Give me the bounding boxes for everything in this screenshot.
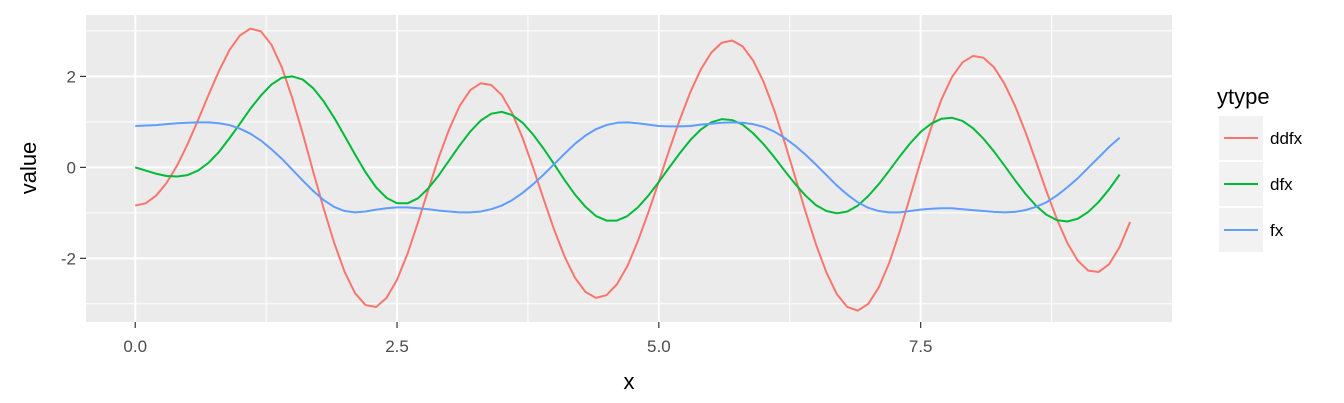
y-tick-label: -2 (61, 249, 76, 268)
x-tick-label: 5.0 (647, 337, 671, 356)
legend-label: fx (1270, 221, 1284, 240)
y-tick-label: 2 (67, 67, 76, 86)
y-tick-label: 0 (67, 158, 76, 177)
y-axis-title: value (16, 142, 41, 195)
series-line-dfx (134, 75, 1121, 223)
plot-panel (86, 15, 1172, 322)
legend-label: dfx (1270, 175, 1293, 194)
series-lines (134, 27, 1132, 312)
legend: ytype ddfx dfx fx (1217, 84, 1303, 252)
legend-entries: ddfx dfx fx (1219, 116, 1303, 252)
legend-title: ytype (1217, 84, 1270, 109)
x-axis-title: x (624, 369, 635, 394)
y-axis: -2 0 2 (61, 67, 86, 268)
legend-label: ddfx (1270, 129, 1303, 148)
major-gridlines (86, 15, 1172, 322)
series-line-ddfx (135, 27, 1132, 312)
x-tick-label: 7.5 (909, 337, 933, 356)
x-tick-label: 2.5 (385, 337, 409, 356)
x-tick-label: 0.0 (123, 337, 147, 356)
series-line-fx (135, 121, 1121, 214)
x-axis: 0.0 2.5 5.0 7.5 (123, 322, 932, 356)
